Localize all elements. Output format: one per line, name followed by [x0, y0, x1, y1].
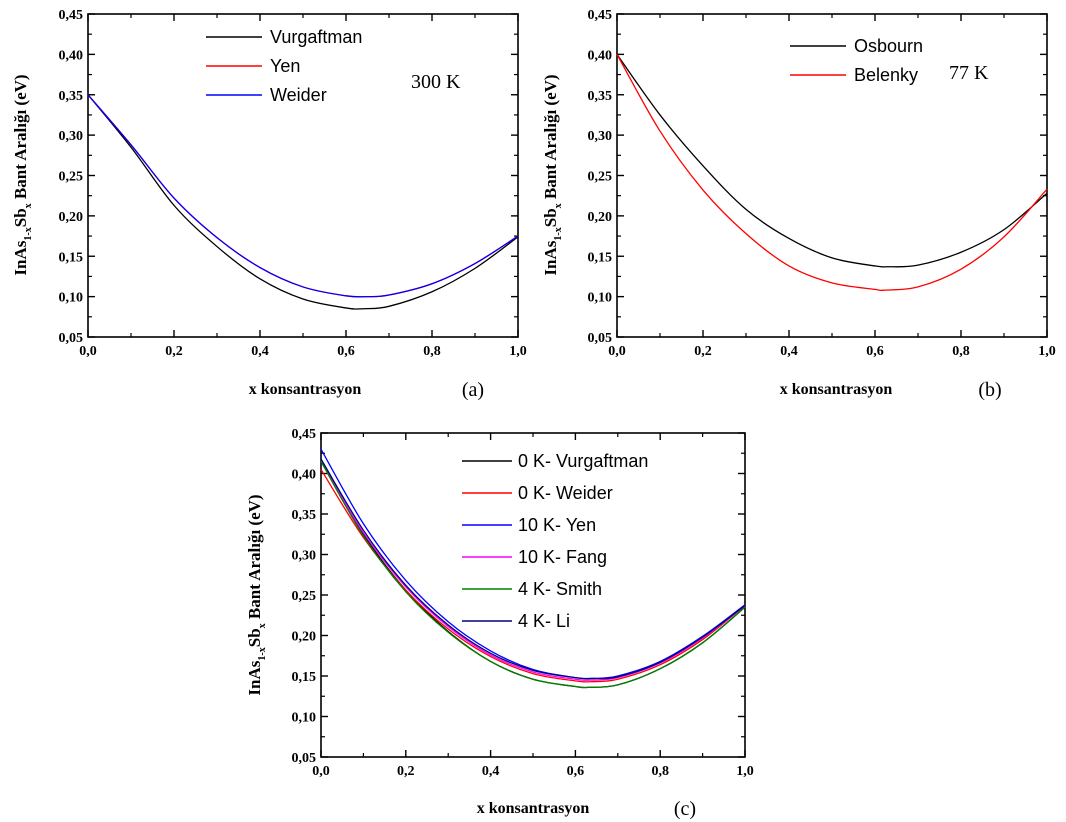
y-tick-label: 0,25 — [588, 170, 613, 185]
y-tick-label: 0,45 — [59, 8, 84, 23]
x-tick-label: 0,2 — [165, 344, 183, 359]
plot-frame — [87, 13, 519, 338]
series-line-1 — [87, 94, 519, 310]
x-tick-label: 0,0 — [608, 344, 626, 359]
series-line-2 — [87, 94, 519, 298]
y-tick-label: 0,15 — [292, 670, 317, 685]
y-axis-label-subscript: 1-x — [553, 227, 564, 240]
x-axis-label: x konsantrasyon — [780, 381, 893, 398]
legend-label: Yen — [270, 56, 300, 76]
legend-label: Osbourn — [854, 36, 923, 56]
legend-label: Vurgaftman — [270, 27, 362, 47]
panel-label: (b) — [978, 379, 1001, 401]
y-tick-label: 0,20 — [292, 630, 317, 645]
y-tick-label: 0,45 — [292, 427, 317, 442]
y-tick-label: 0,25 — [292, 589, 317, 604]
y-tick-label: 0,35 — [588, 89, 613, 104]
x-tick-label: 0,4 — [780, 344, 798, 359]
y-axis-label-part: Sb — [245, 628, 264, 647]
temperature-annotation: 300 K — [411, 71, 461, 93]
y-tick-label: 0,45 — [588, 8, 613, 23]
y-axis-label-part: InAs — [11, 240, 30, 275]
y-axis-label-subscript: 1-x — [23, 227, 34, 240]
x-axis-label: x konsantrasyon — [477, 800, 590, 817]
legend-label: 10 K- Yen — [518, 515, 596, 535]
y-tick-label: 0,10 — [292, 711, 317, 726]
legend-label: 4 K- Li — [518, 611, 570, 631]
temperature-annotation: 77 K — [949, 62, 989, 84]
chart-panel-2: 0,0 0,2 0,4 0,6 0,8 1,0 0,05 0,10 0,15 0,20 0,25 0,… — [541, 8, 1056, 401]
y-axis-label-subscript: x — [23, 203, 34, 208]
series-line-3 — [87, 94, 519, 298]
x-tick-label: 0,8 — [651, 764, 669, 779]
x-tick-label: 0,8 — [952, 344, 970, 359]
y-tick-label: 0,05 — [588, 331, 613, 346]
x-tick-label: 0,2 — [397, 764, 415, 779]
x-tick-label: 0,2 — [694, 344, 712, 359]
legend-label: 0 K- Vurgaftman — [518, 451, 648, 471]
series-line-2 — [616, 54, 1048, 292]
y-tick-label: 0,30 — [59, 129, 84, 144]
y-tick-label: 0,05 — [292, 751, 317, 766]
y-axis-label-part: Sb — [11, 208, 30, 227]
y-axis-label-subscript: x — [553, 203, 564, 208]
x-tick-label: 0,0 — [79, 344, 97, 359]
y-tick-label: 0,20 — [588, 210, 613, 225]
x-tick-label: 0,6 — [567, 764, 585, 779]
legend-label: 4 K- Smith — [518, 579, 602, 599]
y-tick-label: 0,20 — [59, 210, 84, 225]
y-tick-label: 0,35 — [59, 89, 84, 104]
y-tick-label: 0,40 — [292, 468, 317, 483]
y-tick-label: 0,40 — [59, 48, 84, 63]
x-tick-label: 0,0 — [312, 764, 330, 779]
panel-label: (a) — [462, 379, 484, 401]
x-tick-label: 0,4 — [482, 764, 500, 779]
y-axis-label: InAs1-xSbx Bant Aralığı (eV) — [11, 74, 34, 275]
y-axis-label: InAs1-xSbx Bant Aralığı (eV) — [541, 74, 564, 275]
x-tick-label: 0,4 — [251, 344, 269, 359]
y-axis-label-part: InAs — [245, 660, 264, 695]
legend-label: Belenky — [854, 65, 918, 85]
legend-label: 0 K- Weider — [518, 483, 613, 503]
x-tick-label: 1,0 — [509, 344, 527, 359]
series-line-6 — [320, 458, 746, 680]
y-tick-label: 0,30 — [588, 129, 613, 144]
panel-label: (c) — [674, 798, 696, 820]
chart-panel-3: 0,0 0,2 0,4 0,6 0,8 1,0 0,05 0,10 0,15 0,20 0,25 0,… — [245, 427, 754, 820]
x-tick-label: 1,0 — [1038, 344, 1056, 359]
chart-panel-1: 0,0 0,2 0,4 0,6 0,8 1,0 0,05 0,10 0,15 0,20 0,25 0,… — [11, 8, 527, 401]
series-line-4 — [320, 461, 746, 681]
y-tick-label: 0,15 — [588, 250, 613, 265]
y-tick-label: 0,25 — [59, 170, 84, 185]
y-axis-label: InAs1-xSbx Bant Aralığı (eV) — [245, 494, 268, 695]
y-tick-label: 0,05 — [59, 331, 84, 346]
legend-label: 10 K- Fang — [518, 547, 607, 567]
y-axis-label-subscript: 1-x — [257, 647, 268, 660]
legend-label: Weider — [270, 85, 327, 105]
y-axis-label-part: InAs — [541, 240, 560, 275]
y-axis-label-part: Bant Aralığı (eV) — [11, 74, 30, 203]
y-tick-label: 0,40 — [588, 48, 613, 63]
series-line-1 — [616, 53, 1048, 268]
y-axis-label-part: Sb — [541, 208, 560, 227]
x-tick-label: 0,6 — [866, 344, 884, 359]
x-axis-label: x konsantrasyon — [249, 381, 362, 398]
x-tick-label: 0,8 — [423, 344, 441, 359]
y-tick-label: 0,35 — [292, 508, 317, 523]
y-axis-label-part: Bant Aralığı (eV) — [245, 494, 264, 623]
y-tick-label: 0,30 — [292, 549, 317, 564]
y-tick-label: 0,15 — [59, 250, 84, 265]
y-axis-label-part: Bant Aralığı (eV) — [541, 74, 560, 203]
series-line-5 — [320, 461, 746, 689]
x-tick-label: 0,6 — [337, 344, 355, 359]
y-tick-label: 0,10 — [588, 291, 613, 306]
y-axis-label-subscript: x — [257, 623, 268, 628]
y-tick-label: 0,10 — [59, 291, 84, 306]
x-tick-label: 1,0 — [736, 764, 754, 779]
